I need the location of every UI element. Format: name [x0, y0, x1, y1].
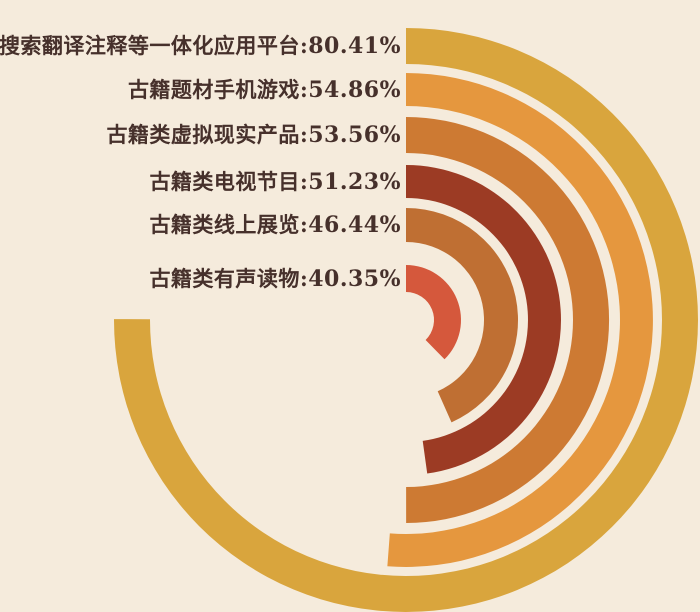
ring-arc-4: [406, 208, 519, 423]
ring-arc-1: [387, 73, 653, 567]
ring-arc-3: [406, 165, 561, 474]
ring-arc-0: [113, 28, 698, 612]
ring-arc-2: [406, 116, 610, 523]
ring-arc-5: [406, 265, 462, 360]
